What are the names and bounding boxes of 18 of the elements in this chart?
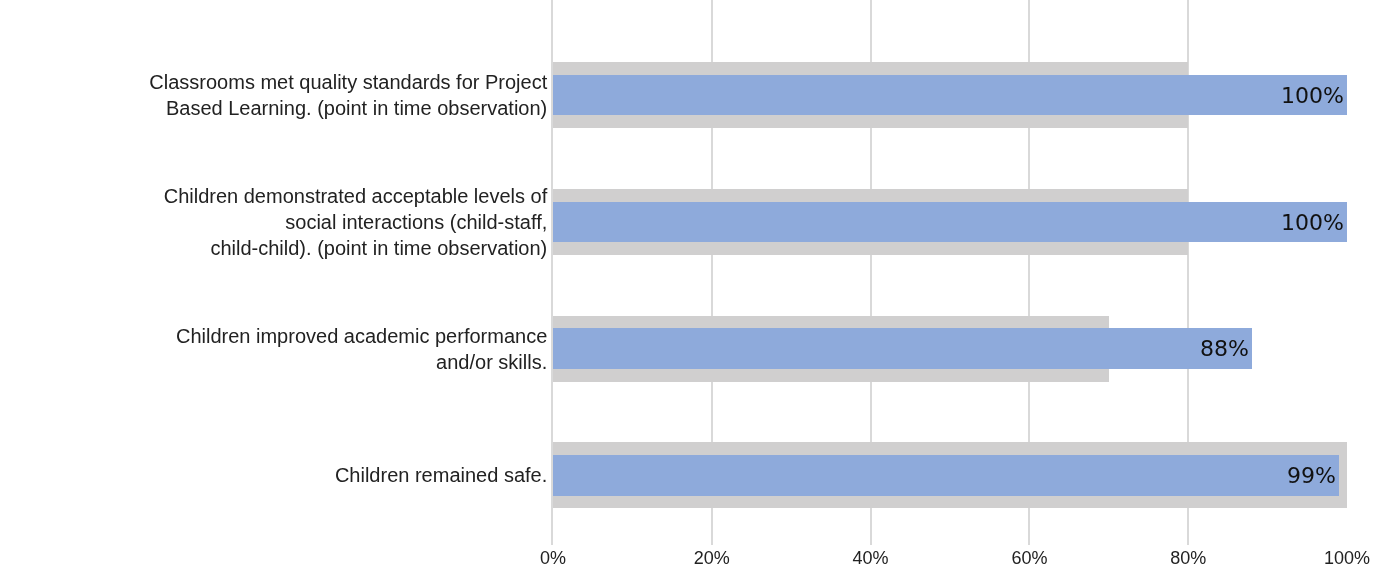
data-label: 88% xyxy=(1200,336,1249,361)
bar xyxy=(553,202,1347,242)
bar xyxy=(553,75,1347,115)
x-tick-label: 20% xyxy=(693,548,730,568)
data-label: 100% xyxy=(1281,82,1344,108)
x-tick-label: 40% xyxy=(852,548,889,568)
y-tick-label: Children demonstrated acceptable levels of social interactions (child-staff, child-child). (point in time observation) xyxy=(163,184,548,259)
x-tick-label: 80% xyxy=(1170,548,1207,568)
bar xyxy=(553,455,1339,496)
data-label: 99% xyxy=(1287,463,1336,488)
y-tick-label: Children improved academic performance and/or skills. xyxy=(175,324,548,373)
y-tick-label: Classrooms met quality standards for Project Based Learning. (point in time observation) xyxy=(149,71,548,120)
bar xyxy=(553,328,1252,369)
x-tick-label: 60% xyxy=(1011,548,1048,568)
y-tick-label: Children remained safe. xyxy=(334,464,548,487)
x-tick-label: 100% xyxy=(1323,548,1371,568)
data-label: 100% xyxy=(1281,209,1344,235)
x-tick-label: 0% xyxy=(539,548,567,568)
